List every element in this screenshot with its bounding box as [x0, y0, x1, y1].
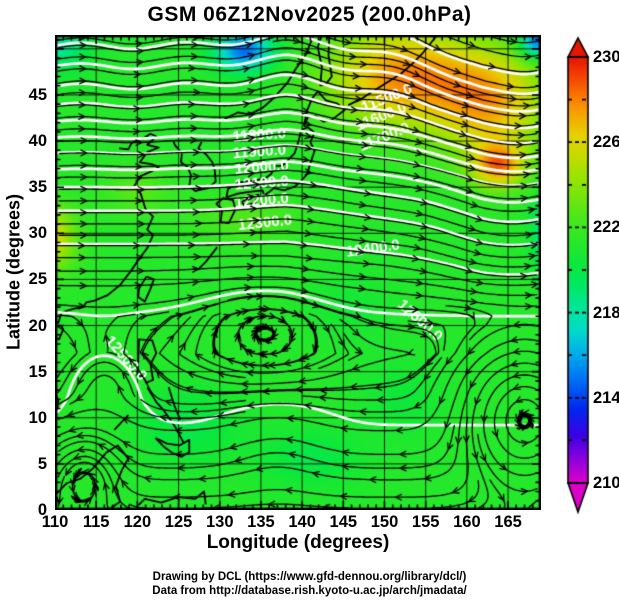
footer-line-2: Data from http://database.rish.kyoto-u.a…	[152, 585, 467, 597]
chart-title: GSM 06Z12Nov2025 (200.0hPa)	[147, 3, 472, 26]
map-canvas	[55, 35, 541, 510]
x-tick-label: 155	[411, 513, 440, 531]
colorbar-canvas	[560, 36, 600, 518]
footer-line-1: Drawing by DCL (https://www.gfd-dennou.o…	[152, 571, 467, 583]
x-tick-label: 140	[288, 513, 316, 531]
colorbar-tick-label: 226	[593, 133, 619, 152]
y-tick-label: 35	[28, 178, 47, 197]
y-tick-label: 30	[28, 224, 47, 243]
x-tick-label: 150	[370, 513, 399, 531]
x-tick-label: 165	[494, 513, 522, 531]
x-axis-title: Longitude (degrees)	[206, 532, 390, 553]
colorbar-tick-label: 218	[593, 303, 619, 322]
x-tick-label: 130	[205, 513, 234, 531]
y-tick-label: 40	[28, 132, 47, 151]
colorbar-tick-label: 230	[593, 48, 619, 66]
y-tick-label: 0	[37, 501, 47, 519]
x-tick-label: 125	[164, 513, 193, 531]
colorbar-tick-label: 214	[593, 388, 619, 407]
y-tick-label: 5	[37, 454, 47, 473]
y-tick-label: 20	[28, 316, 47, 335]
x-tick-label: 110	[41, 513, 69, 531]
colorbar-tick-label: 222	[593, 218, 619, 237]
x-tick-label: 120	[123, 513, 152, 531]
y-tick-label: 10	[28, 408, 47, 427]
x-tick-label: 145	[329, 513, 358, 531]
y-tick-label: 45	[28, 85, 47, 104]
x-tick-label: 115	[82, 513, 110, 531]
y-tick-label: 15	[28, 362, 47, 381]
x-tick-label: 160	[453, 513, 481, 531]
colorbar-tick-label: 210	[593, 474, 619, 492]
x-tick-label: 135	[247, 513, 275, 531]
footer-credits: Drawing by DCL (https://www.gfd-dennou.o…	[0, 570, 619, 598]
y-tick-label: 25	[28, 270, 47, 289]
